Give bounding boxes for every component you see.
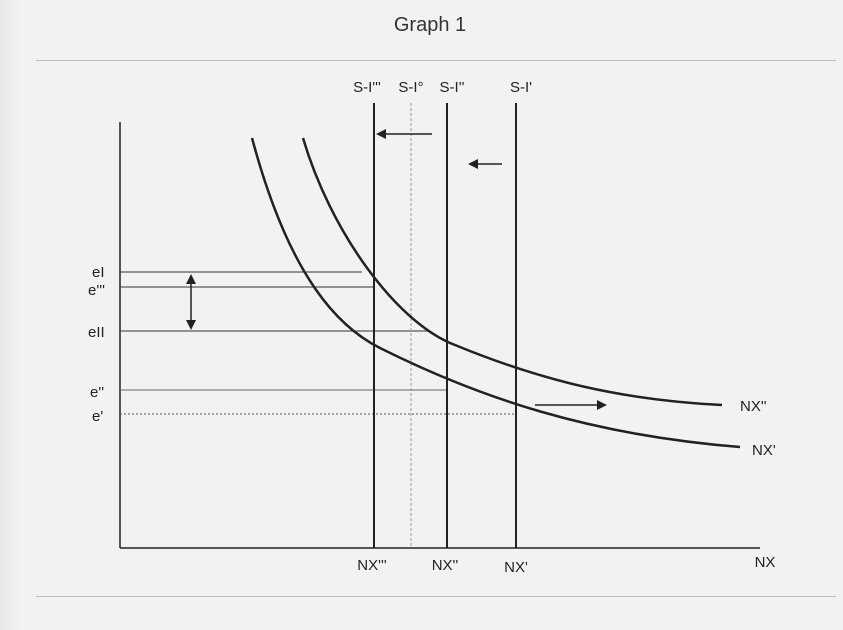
supply-label-s-i-prime: S-I' xyxy=(510,79,532,96)
x-tick-nx-double-prime: NX'' xyxy=(432,557,459,574)
y-label-e-triple-prime: e''' xyxy=(88,282,105,299)
scan-edge xyxy=(0,0,28,630)
curve-label-nx-prime: NX' xyxy=(752,442,776,459)
supply-label-s-i-double-prime: S-I'' xyxy=(440,79,465,96)
x-axis-label: NX xyxy=(755,554,776,571)
y-label-eII: eII xyxy=(88,324,105,341)
curve-label-nx-double-prime: NX'' xyxy=(740,398,767,415)
y-label-e-prime: e' xyxy=(92,408,103,425)
curve-nx-prime xyxy=(250,137,741,449)
curve-nx-double-prime xyxy=(301,137,723,407)
supply-label-s-i-triple-prime: S-I''' xyxy=(353,79,381,96)
y-label-e-double-prime: e'' xyxy=(90,384,104,401)
y-label-eI: eI xyxy=(92,264,105,281)
figure-frame xyxy=(36,60,836,597)
x-tick-nx-triple-prime: NX''' xyxy=(357,557,387,574)
supply-label-s-i-zero: S-I° xyxy=(398,79,423,96)
x-tick-nx-prime: NX' xyxy=(504,559,528,576)
graph-title: Graph 1 xyxy=(393,14,467,36)
